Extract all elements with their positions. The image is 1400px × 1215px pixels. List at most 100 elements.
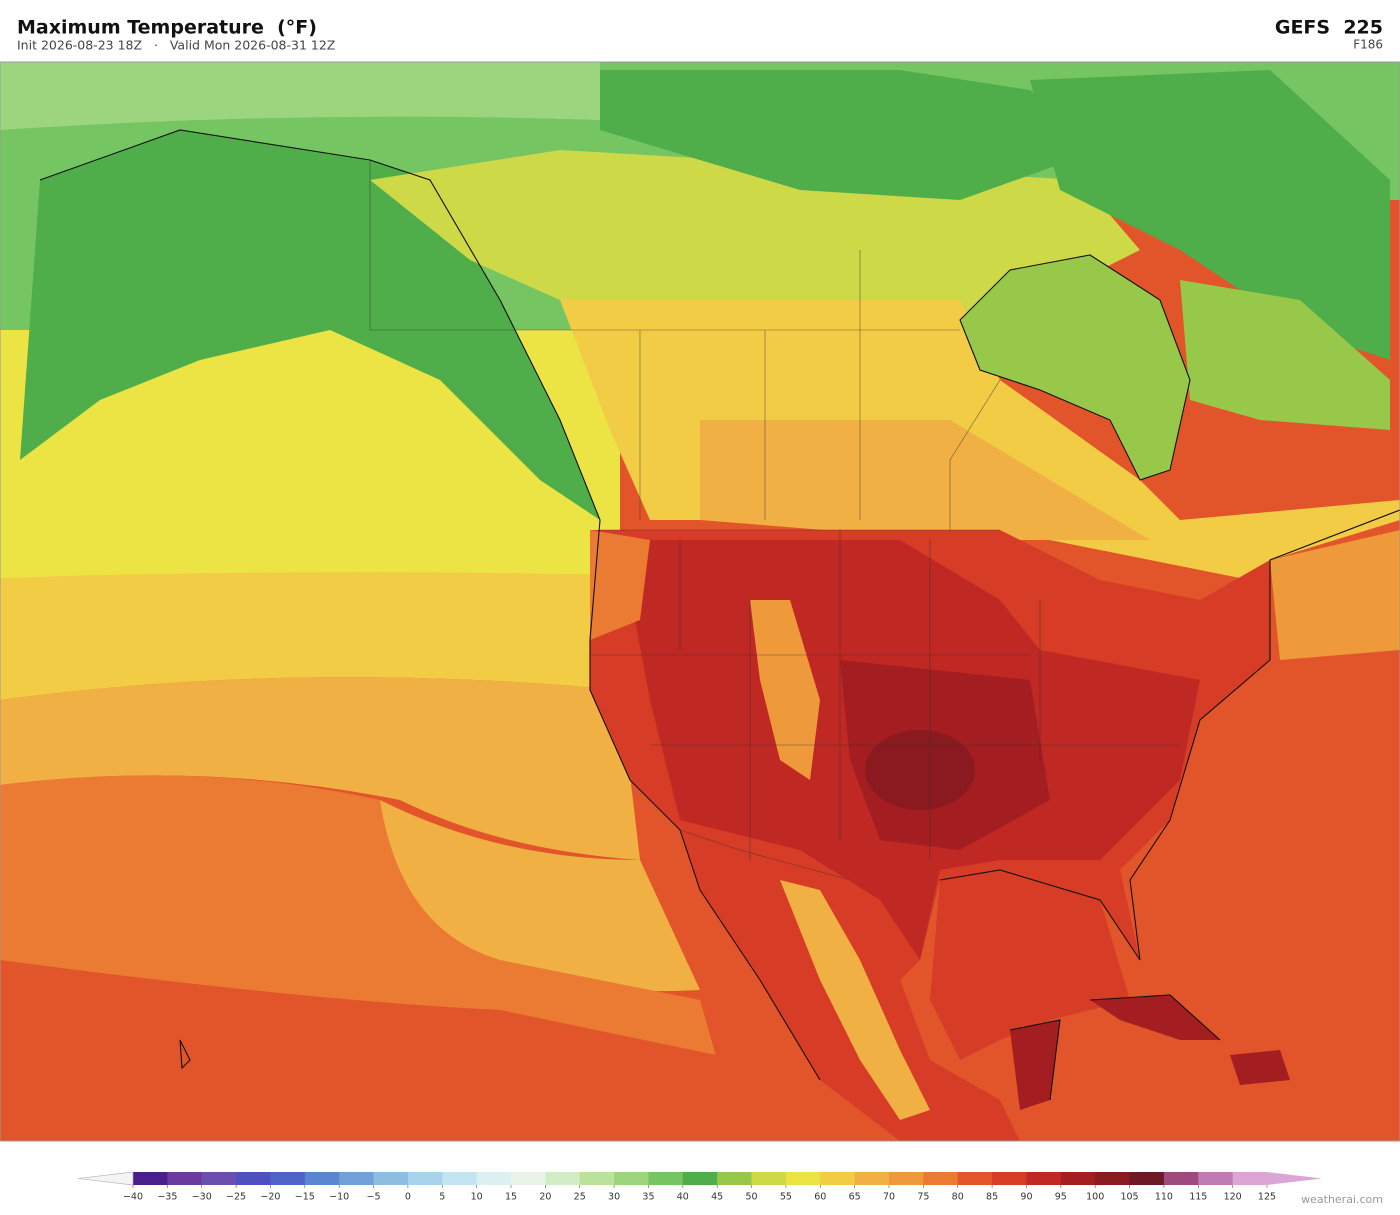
band xyxy=(0,62,600,130)
color-bin xyxy=(751,1172,787,1185)
band xyxy=(0,960,760,1141)
tick-label: −30 xyxy=(192,1192,212,1203)
coastline xyxy=(939,509,1400,961)
color-bin xyxy=(442,1172,478,1185)
tick-label: 30 xyxy=(608,1192,620,1203)
forecast-hour: F186 xyxy=(1353,38,1383,52)
bay xyxy=(960,255,1190,480)
color-bin xyxy=(682,1172,718,1185)
tick-label: 85 xyxy=(986,1192,998,1203)
tick-label: 80 xyxy=(952,1192,964,1203)
color-bin xyxy=(1060,1172,1096,1185)
color-bin xyxy=(304,1172,340,1185)
tick-label: 95 xyxy=(1055,1192,1067,1203)
color-bin xyxy=(167,1172,203,1185)
land xyxy=(1030,70,1390,360)
under-extension xyxy=(77,1171,134,1186)
land xyxy=(780,880,930,1120)
color-bin xyxy=(1232,1172,1268,1185)
color-bin xyxy=(717,1172,753,1185)
tick-label: 75 xyxy=(917,1192,929,1203)
color-bin xyxy=(957,1172,993,1185)
band xyxy=(0,572,620,700)
ocean xyxy=(1270,530,1400,660)
coastline xyxy=(179,1039,191,1070)
colorbar: −40 −35 −30 −25 −20 −15 −10 −5 0 5 10 15 20 25 30 35 40 4… xyxy=(77,1171,1322,1203)
tick-label: −10 xyxy=(329,1192,349,1203)
land xyxy=(590,530,650,640)
coastline xyxy=(959,254,1191,481)
map xyxy=(0,61,1400,1142)
tick-label: 100 xyxy=(1086,1192,1104,1203)
color-bin xyxy=(1198,1172,1234,1185)
land xyxy=(865,730,975,810)
tick-label: 65 xyxy=(849,1192,861,1203)
color-bin xyxy=(648,1172,684,1185)
color-bin xyxy=(1129,1172,1165,1185)
land xyxy=(600,70,1100,200)
land xyxy=(750,600,820,780)
tick-label: 60 xyxy=(814,1192,826,1203)
color-bin xyxy=(339,1172,375,1185)
tick-label: 0 xyxy=(405,1192,411,1203)
tick-label: −25 xyxy=(226,1192,246,1203)
color-bin xyxy=(407,1172,443,1185)
color-bin xyxy=(992,1172,1027,1185)
color-bin xyxy=(854,1172,890,1185)
tick-label: 10 xyxy=(471,1192,483,1203)
tick-label: 70 xyxy=(883,1192,895,1203)
title: Maximum Temperature (°F) xyxy=(17,17,317,39)
coastline xyxy=(1009,1019,1061,1101)
color-bin xyxy=(236,1172,271,1185)
tick-label: 45 xyxy=(711,1192,723,1203)
color-bin xyxy=(889,1172,924,1185)
over-extension xyxy=(1267,1172,1322,1185)
gulf xyxy=(930,870,1130,1060)
color-bin xyxy=(270,1172,306,1185)
map-frame xyxy=(0,61,1400,1142)
coastline xyxy=(1089,994,1221,1041)
color-bin xyxy=(820,1172,856,1185)
tick-label: 105 xyxy=(1120,1192,1138,1203)
tick-label: 125 xyxy=(1258,1192,1276,1203)
color-bin xyxy=(923,1172,959,1185)
land xyxy=(1010,1020,1060,1110)
border xyxy=(369,160,1001,881)
color-bin xyxy=(785,1172,821,1185)
tick-label: 20 xyxy=(539,1192,551,1203)
tick-label: −35 xyxy=(157,1192,177,1203)
tick-label: 15 xyxy=(505,1192,517,1203)
color-bin xyxy=(511,1172,546,1185)
border xyxy=(590,530,1180,860)
land xyxy=(700,420,1150,540)
tick-label: 90 xyxy=(1020,1192,1032,1203)
tick-label: 35 xyxy=(642,1192,654,1203)
watermark: weatherai.com xyxy=(1301,1193,1383,1206)
tick-label: −20 xyxy=(260,1192,280,1203)
tick-label: −5 xyxy=(367,1192,381,1203)
color-bin xyxy=(1026,1172,1062,1185)
ocean xyxy=(1150,520,1400,1141)
subtitle: Init 2026-08-23 18Z · Valid Mon 2026-08-… xyxy=(17,38,335,53)
land xyxy=(1090,995,1220,1040)
color-bin xyxy=(373,1172,409,1185)
color-bin xyxy=(133,1172,168,1185)
tick-label: −15 xyxy=(295,1192,315,1203)
color-bin xyxy=(1163,1172,1199,1185)
color-bin xyxy=(579,1172,615,1185)
tick-label: 50 xyxy=(745,1192,757,1203)
land xyxy=(1180,280,1390,430)
land xyxy=(1230,1050,1290,1085)
color-bin xyxy=(476,1172,512,1185)
band xyxy=(0,677,640,860)
tick-label: 120 xyxy=(1224,1192,1242,1203)
color-bin xyxy=(545,1172,581,1185)
color-bin xyxy=(1095,1172,1131,1185)
model-name: GEFS 225 xyxy=(1275,17,1383,39)
color-bin xyxy=(201,1172,237,1185)
tick-label: −40 xyxy=(123,1192,143,1203)
tick-label: 110 xyxy=(1155,1192,1173,1203)
